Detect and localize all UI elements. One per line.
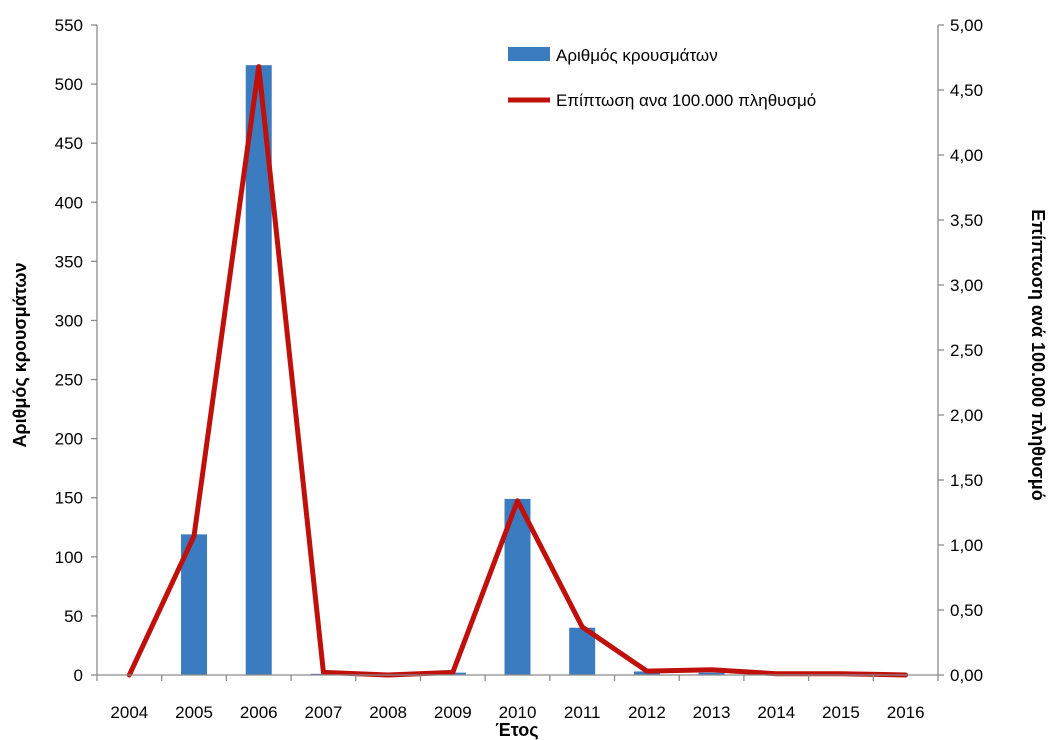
x-tick-label: 2011: [564, 703, 601, 722]
x-tick-label: 2004: [110, 703, 148, 722]
x-tick-label: 2015: [822, 703, 860, 722]
left-tick-label: 200: [55, 430, 83, 449]
bar-series: [181, 65, 725, 675]
x-tick-label: 2013: [693, 703, 731, 722]
x-tick-label: 2008: [369, 703, 407, 722]
left-tick-label: 150: [55, 489, 83, 508]
left-tick-label: 350: [55, 252, 83, 271]
left-tick-label: 250: [55, 371, 83, 390]
right-tick-label: 1,50: [950, 471, 983, 490]
x-tick-label: 2009: [434, 703, 472, 722]
right-axis-title: Επίπτωση ανά 100.000 πληθυσμό: [1028, 209, 1048, 500]
left-tick-label: 0: [74, 666, 83, 685]
x-tick-label: 2016: [887, 703, 925, 722]
right-tick-label: 2,00: [950, 406, 983, 425]
bar: [698, 672, 725, 675]
x-tick-label: 2012: [628, 703, 666, 722]
left-tick-label: 500: [55, 75, 83, 94]
right-tick-label: 0,00: [950, 666, 983, 685]
right-tick-label: 0,50: [950, 601, 983, 620]
right-tick-label: 4,00: [950, 146, 983, 165]
right-tick-label: 2,50: [950, 341, 983, 360]
axes: 0 50 100 150 200 250 300 350 400 450 500 550 0,00 0,5…: [55, 16, 983, 722]
right-tick-label: 3,50: [950, 211, 983, 230]
right-tick-label: 3,00: [950, 276, 983, 295]
left-axis-title: Αριθμός κρουσμάτων: [10, 262, 30, 447]
left-tick-label: 300: [55, 311, 83, 330]
x-tick-label: 2006: [240, 703, 278, 722]
left-tick-label: 50: [64, 607, 83, 626]
x-tick-label: 2010: [499, 703, 537, 722]
left-tick-label: 400: [55, 193, 83, 212]
legend-label-bar: Αριθμός κρουσμάτων: [556, 46, 718, 65]
x-tick-label: 2007: [305, 703, 343, 722]
left-tick-label: 100: [55, 548, 83, 567]
x-tick-label: 2014: [757, 703, 795, 722]
x-axis-title: Έτος: [495, 720, 538, 740]
left-tick-label: 450: [55, 134, 83, 153]
legend-swatch-bar: [508, 47, 550, 61]
right-tick-label: 5,00: [950, 16, 983, 35]
x-tick-label: 2005: [175, 703, 213, 722]
legend: Αριθμός κρουσμάτων Επίπτωση ανα 100.000 …: [508, 46, 816, 110]
left-tick-label: 550: [55, 16, 83, 35]
right-tick-label: 1,00: [950, 536, 983, 555]
legend-label-line: Επίπτωση ανα 100.000 πληθυσμό: [556, 91, 816, 110]
right-tick-label: 4,50: [950, 81, 983, 100]
